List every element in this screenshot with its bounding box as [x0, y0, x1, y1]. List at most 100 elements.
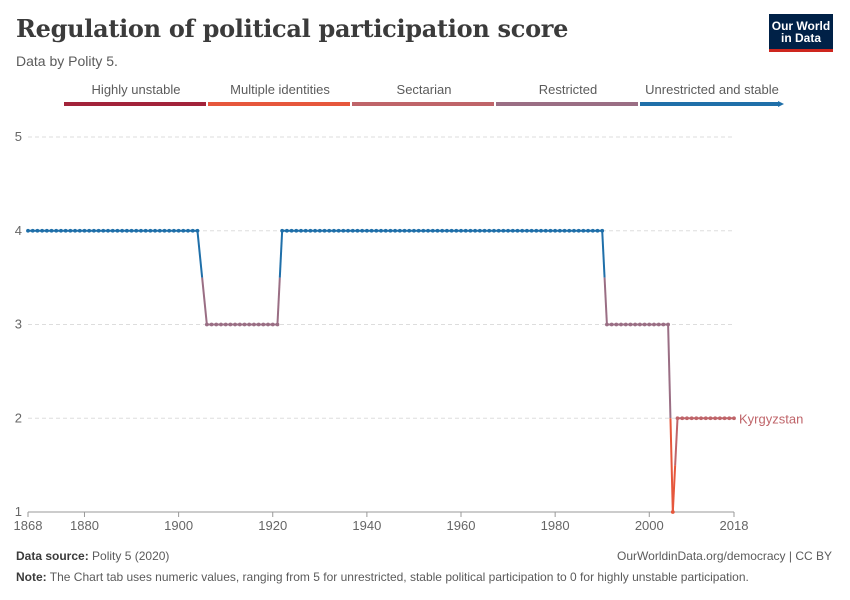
data-point[interactable]: [214, 322, 219, 327]
data-point[interactable]: [59, 228, 63, 233]
data-point[interactable]: [303, 228, 308, 233]
data-point[interactable]: [101, 228, 106, 233]
data-point[interactable]: [708, 416, 713, 421]
legend-label[interactable]: Sectarian: [397, 82, 452, 97]
data-point[interactable]: [40, 228, 45, 233]
data-point[interactable]: [44, 228, 49, 233]
data-point[interactable]: [332, 228, 336, 233]
data-point[interactable]: [181, 228, 186, 233]
footer-url[interactable]: OurWorldinData.org/democracy | CC BY: [617, 549, 832, 563]
data-point[interactable]: [609, 322, 614, 327]
data-point[interactable]: [49, 228, 54, 233]
data-point[interactable]: [322, 228, 327, 233]
data-point[interactable]: [284, 228, 289, 233]
data-point[interactable]: [336, 228, 341, 233]
data-point[interactable]: [270, 322, 275, 327]
data-point[interactable]: [454, 228, 459, 233]
data-point[interactable]: [722, 416, 727, 421]
data-point[interactable]: [642, 322, 647, 327]
data-point[interactable]: [355, 228, 360, 233]
data-point[interactable]: [543, 228, 548, 233]
data-point[interactable]: [190, 228, 195, 233]
data-point[interactable]: [68, 228, 73, 233]
data-point[interactable]: [87, 228, 92, 233]
data-point[interactable]: [402, 228, 407, 233]
data-point[interactable]: [699, 416, 703, 421]
data-point[interactable]: [694, 416, 699, 421]
data-point[interactable]: [106, 228, 110, 233]
legend-swatch[interactable]: [496, 102, 638, 106]
data-point[interactable]: [91, 228, 96, 233]
data-point[interactable]: [689, 416, 694, 421]
data-point[interactable]: [652, 322, 656, 327]
data-point[interactable]: [440, 228, 445, 233]
data-point[interactable]: [317, 228, 322, 233]
data-point[interactable]: [294, 228, 299, 233]
data-point[interactable]: [280, 228, 285, 233]
data-point[interactable]: [30, 228, 35, 233]
data-point[interactable]: [557, 228, 562, 233]
data-point[interactable]: [534, 228, 539, 233]
legend-label[interactable]: Restricted: [539, 82, 598, 97]
data-point[interactable]: [605, 322, 609, 327]
data-point[interactable]: [219, 322, 223, 327]
data-point[interactable]: [477, 228, 482, 233]
data-point[interactable]: [157, 228, 162, 233]
data-point[interactable]: [383, 228, 388, 233]
data-point[interactable]: [275, 322, 280, 327]
data-point[interactable]: [261, 322, 266, 327]
data-point[interactable]: [369, 228, 374, 233]
data-point[interactable]: [341, 228, 346, 233]
data-point[interactable]: [482, 228, 487, 233]
data-point[interactable]: [623, 322, 628, 327]
data-point[interactable]: [364, 228, 369, 233]
data-point[interactable]: [120, 228, 125, 233]
data-point[interactable]: [350, 228, 355, 233]
legend-swatch[interactable]: [208, 102, 350, 106]
data-point[interactable]: [703, 416, 708, 421]
data-point[interactable]: [228, 322, 233, 327]
legend-swatch[interactable]: [64, 102, 206, 106]
data-point[interactable]: [727, 416, 732, 421]
data-point[interactable]: [430, 228, 435, 233]
data-point[interactable]: [680, 416, 685, 421]
data-point[interactable]: [416, 228, 421, 233]
data-point[interactable]: [492, 228, 496, 233]
data-point[interactable]: [506, 228, 510, 233]
data-point[interactable]: [26, 228, 30, 233]
data-point[interactable]: [54, 228, 59, 233]
data-point[interactable]: [444, 228, 449, 233]
data-point[interactable]: [204, 322, 209, 327]
legend-label[interactable]: Multiple identities: [230, 82, 330, 97]
data-point[interactable]: [670, 510, 675, 514]
data-point[interactable]: [567, 228, 572, 233]
data-point[interactable]: [487, 228, 492, 233]
data-point[interactable]: [435, 228, 440, 233]
data-point[interactable]: [595, 228, 600, 233]
data-point[interactable]: [510, 228, 515, 233]
data-point[interactable]: [379, 228, 383, 233]
data-point[interactable]: [619, 322, 623, 327]
data-point[interactable]: [647, 322, 652, 327]
data-point[interactable]: [666, 322, 671, 327]
data-point[interactable]: [96, 228, 101, 233]
data-point[interactable]: [421, 228, 426, 233]
data-point[interactable]: [313, 228, 318, 233]
data-point[interactable]: [143, 228, 148, 233]
data-point[interactable]: [195, 228, 200, 233]
data-point[interactable]: [713, 416, 718, 421]
data-point[interactable]: [233, 322, 237, 327]
data-point[interactable]: [407, 228, 412, 233]
data-point[interactable]: [576, 228, 581, 233]
owid-logo[interactable]: Our World in Data: [769, 14, 833, 52]
data-point[interactable]: [388, 228, 393, 233]
data-point[interactable]: [581, 228, 586, 233]
data-point[interactable]: [717, 416, 722, 421]
data-point[interactable]: [685, 416, 689, 421]
data-point[interactable]: [548, 228, 553, 233]
legend-swatch[interactable]: [352, 102, 494, 106]
data-point[interactable]: [637, 322, 642, 327]
data-point[interactable]: [162, 228, 167, 233]
data-point[interactable]: [327, 228, 332, 233]
data-point[interactable]: [732, 416, 736, 421]
